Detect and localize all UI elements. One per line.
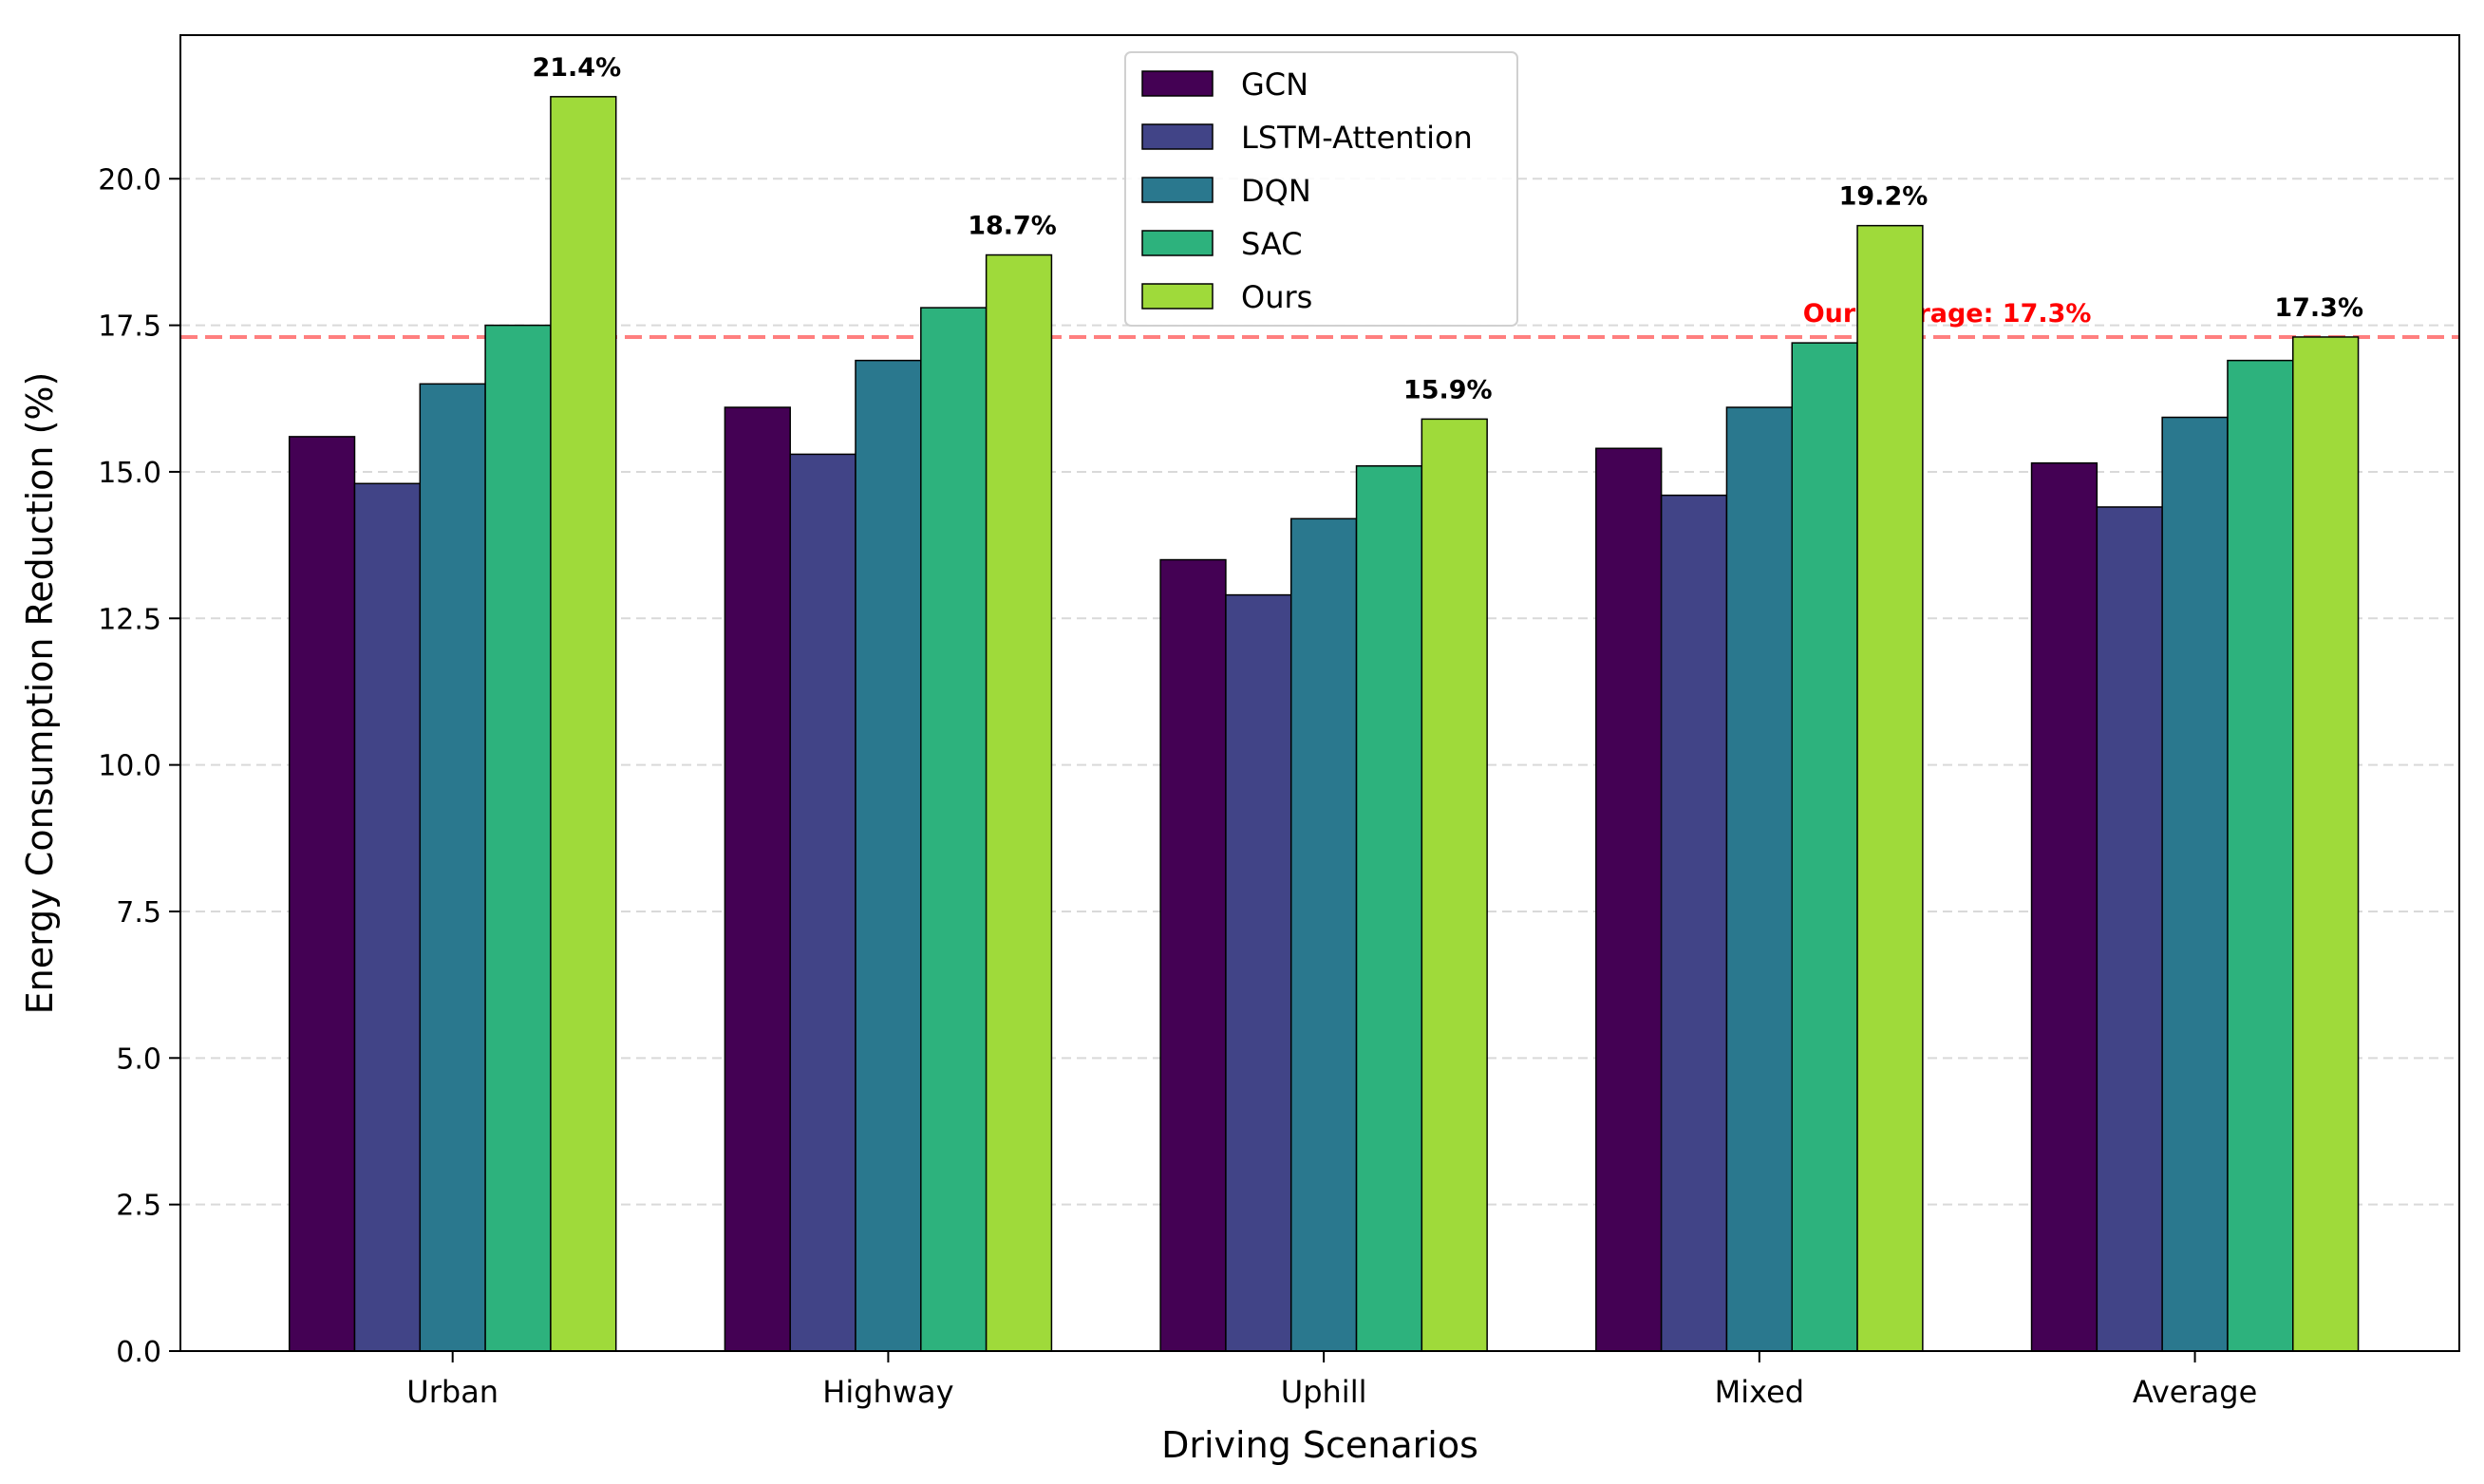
data-label: 15.9%: [1403, 375, 1493, 404]
bar-ours-urban: [550, 96, 617, 1352]
bar-lstm-attention-urban: [353, 482, 422, 1352]
y-tick-label: 5.0: [116, 1043, 161, 1076]
x-tick-label: Highway: [822, 1374, 953, 1410]
data-label: 17.3%: [2274, 293, 2363, 323]
y-tick-label: 17.5: [98, 310, 161, 344]
bar-sac-highway: [920, 307, 988, 1352]
y-tick-label: 12.5: [98, 603, 161, 636]
bar-lstm-attention-mixed: [1660, 494, 1728, 1352]
legend-swatch-lstm-attention: [1141, 123, 1214, 150]
y-axis-label: Energy Consumption Reduction (%): [19, 372, 61, 1015]
data-label: 19.2%: [1839, 182, 1929, 212]
y-tick-label: 7.5: [116, 896, 161, 930]
data-label: 18.7%: [968, 212, 1057, 241]
x-tick-label: Uphill: [1281, 1374, 1367, 1410]
data-labels: 21.4% 18.7% 15.9% 19.2% 17.3%: [532, 53, 2363, 405]
legend-label-dqn: DQN: [1241, 173, 1311, 209]
y-tick-label: 2.5: [116, 1190, 161, 1223]
bar-sac-average: [2227, 359, 2294, 1352]
bar-ours-mixed: [1856, 224, 1924, 1352]
bar-lstm-attention-average: [2096, 506, 2163, 1352]
legend-frame: [1124, 51, 1518, 327]
legend: GCN LSTM-Attention DQN SAC Ours: [1124, 51, 1518, 327]
legend-label-ours: Ours: [1241, 279, 1312, 315]
bar-gcn-uphill: [1159, 558, 1227, 1352]
legend-swatch-sac: [1141, 230, 1214, 256]
y-tick-label: 10.0: [98, 750, 161, 783]
x-tick-label: Mixed: [1715, 1374, 1804, 1410]
bar-dqn-average: [2161, 416, 2229, 1352]
x-axis: Urban Highway Uphill Mixed Average: [406, 1351, 2257, 1410]
bar-dqn-highway: [855, 359, 922, 1352]
y-tick-label: 15.0: [98, 457, 161, 490]
bar-sac-uphill: [1355, 465, 1423, 1352]
bar-sac-urban: [484, 324, 552, 1352]
y-tick-label: 0.0: [116, 1336, 161, 1369]
bar-dqn-urban: [419, 383, 486, 1352]
bar-dqn-uphill: [1289, 517, 1358, 1352]
bar-ours-uphill: [1421, 418, 1488, 1352]
bar-gcn-mixed: [1595, 447, 1663, 1352]
legend-label-lstm-attention: LSTM-Attention: [1241, 120, 1473, 156]
x-tick-label: Average: [2133, 1374, 2257, 1410]
data-label: 21.4%: [532, 53, 621, 83]
y-tick-label: 20.0: [98, 163, 161, 197]
bar-lstm-attention-uphill: [1225, 593, 1292, 1352]
bar-gcn-urban: [288, 436, 356, 1352]
legend-label-gcn: GCN: [1241, 66, 1308, 103]
legend-swatch-dqn: [1141, 177, 1214, 203]
bar-gcn-average: [2030, 461, 2098, 1352]
legend-label-sac: SAC: [1241, 226, 1303, 262]
x-axis-label: Driving Scenarios: [1161, 1424, 1478, 1466]
bar-ours-average: [2292, 336, 2360, 1352]
bar-lstm-attention-highway: [789, 453, 856, 1352]
bar-dqn-mixed: [1725, 406, 1793, 1352]
bars: [288, 96, 2360, 1352]
y-axis: 0.0 2.5 5.0 7.5 10.0 12.5 15.0 17.5 20.0: [98, 163, 180, 1369]
bar-ours-highway: [985, 254, 1053, 1352]
legend-swatch-ours: [1141, 283, 1214, 310]
reference-line-label: Our Average: 17.3%: [1803, 299, 2092, 329]
legend-swatch-gcn: [1141, 70, 1214, 97]
x-tick-label: Urban: [406, 1374, 499, 1410]
bar-sac-mixed: [1791, 342, 1858, 1352]
plot-frame: [179, 34, 2460, 1352]
bar-gcn-highway: [724, 406, 791, 1352]
